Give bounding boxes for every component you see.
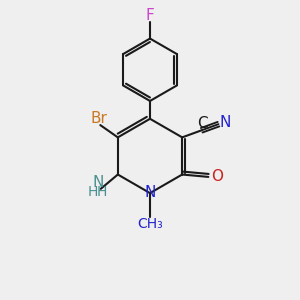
Text: N: N <box>92 175 103 190</box>
Text: CH₃: CH₃ <box>137 217 163 231</box>
Text: F: F <box>146 8 154 23</box>
Text: N: N <box>144 185 156 200</box>
Text: O: O <box>211 169 223 184</box>
Text: N: N <box>219 116 231 130</box>
Text: Br: Br <box>90 111 107 126</box>
Text: H: H <box>87 185 98 199</box>
Text: C: C <box>198 116 208 130</box>
Text: H: H <box>96 185 106 199</box>
